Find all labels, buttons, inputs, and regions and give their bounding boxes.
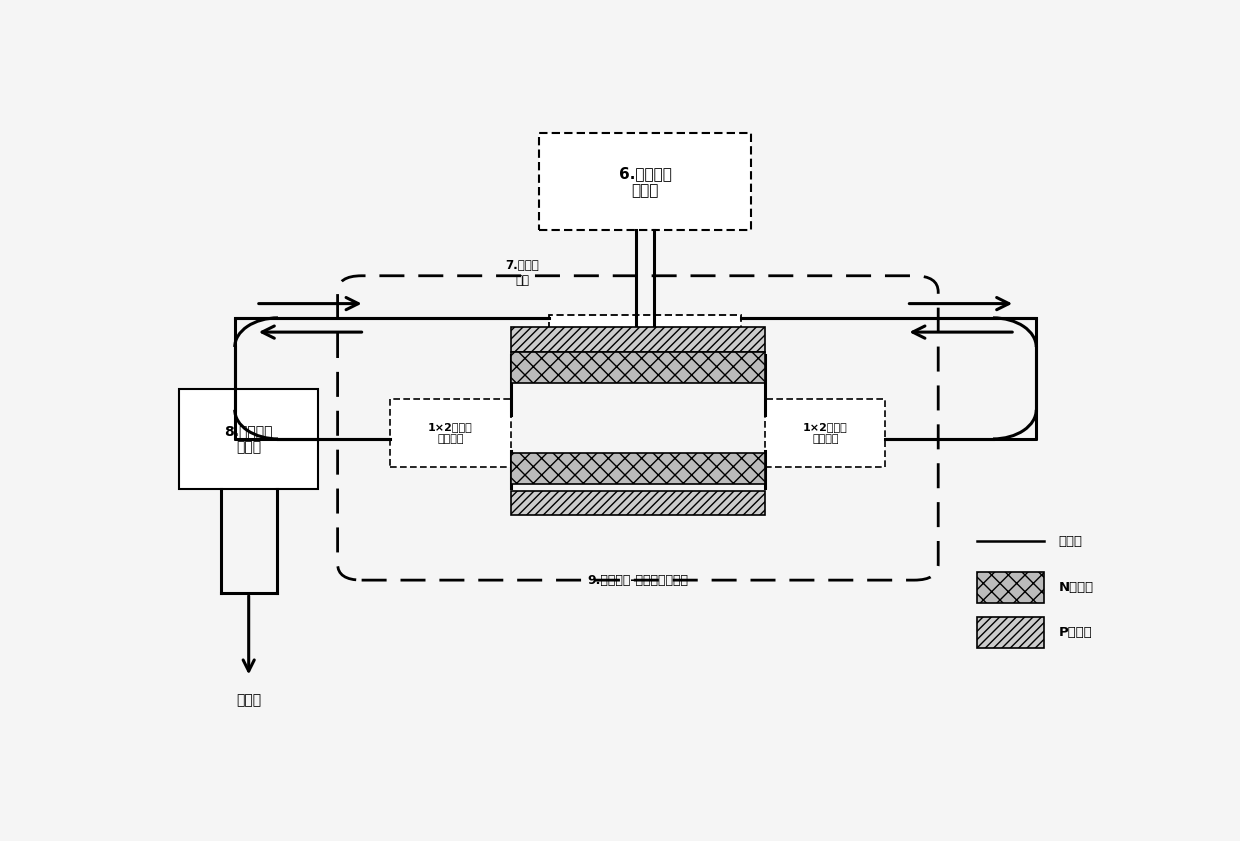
Bar bbox=[511, 453, 765, 484]
FancyBboxPatch shape bbox=[179, 389, 319, 489]
Bar bbox=[511, 352, 765, 383]
Bar bbox=[511, 327, 765, 352]
Bar bbox=[511, 491, 765, 516]
Text: 6.半导体光
放大器: 6.半导体光 放大器 bbox=[619, 166, 672, 198]
Text: 9.电调马赫-增德尔干涉结构: 9.电调马赫-增德尔干涉结构 bbox=[588, 574, 688, 587]
FancyBboxPatch shape bbox=[549, 315, 742, 379]
Text: 光输出: 光输出 bbox=[236, 694, 262, 707]
Text: 10.1×2多偏
干涉耦合器: 10.1×2多偏 干涉耦合器 bbox=[615, 333, 676, 361]
Text: 1×2多模干
涉耦合器: 1×2多模干 涉耦合器 bbox=[804, 422, 848, 443]
Text: 1×2多模干
涉耦合器: 1×2多模干 涉耦合器 bbox=[428, 422, 472, 443]
Text: 8.热调微环
谐振器: 8.热调微环 谐振器 bbox=[224, 424, 273, 454]
Text: 硅波导: 硅波导 bbox=[1059, 535, 1083, 547]
FancyBboxPatch shape bbox=[539, 133, 751, 230]
Text: 7.模斑转
换器: 7.模斑转 换器 bbox=[506, 258, 539, 287]
FancyBboxPatch shape bbox=[391, 399, 511, 467]
Text: P型掺杂: P型掺杂 bbox=[1059, 626, 1092, 639]
FancyBboxPatch shape bbox=[765, 399, 885, 467]
Bar bbox=[977, 617, 1044, 648]
Bar bbox=[977, 572, 1044, 603]
Text: N型掺杂: N型掺杂 bbox=[1059, 581, 1094, 594]
